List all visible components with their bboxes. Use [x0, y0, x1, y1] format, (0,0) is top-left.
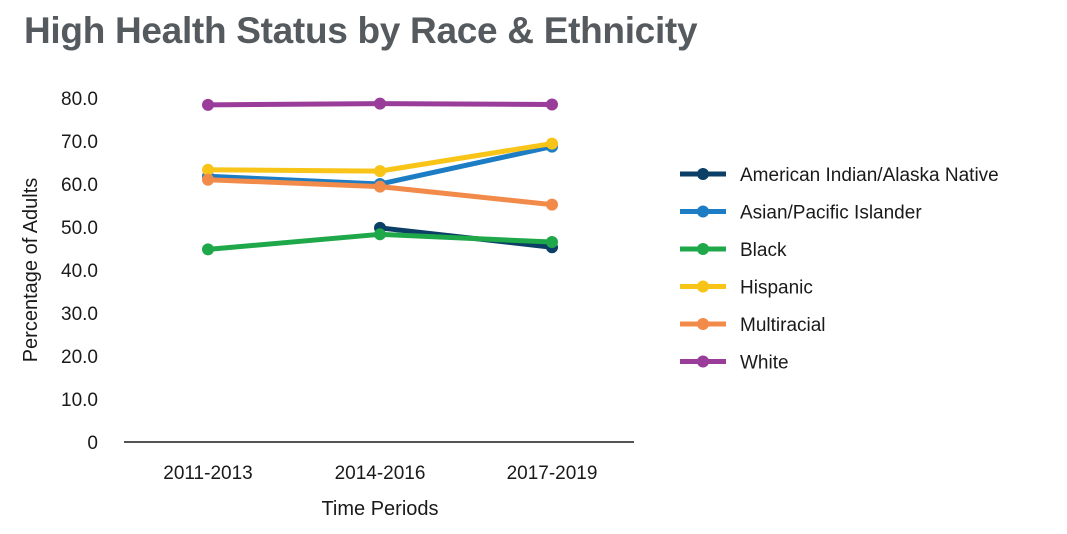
legend-label: American Indian/Alaska Native [740, 165, 999, 186]
x-axis-title: Time Periods [321, 498, 438, 520]
x-tick-label: 2017-2019 [507, 463, 598, 484]
legend-marker [697, 355, 709, 368]
series-line [202, 228, 558, 256]
data-point [202, 243, 214, 256]
data-point [202, 163, 214, 176]
legend-item: Multiracial [680, 315, 826, 336]
x-axis-ticks: 2011-2013 2014-2016 2017-2019 [163, 463, 597, 484]
x-tick-label: 2011-2013 [163, 463, 252, 484]
data-point [374, 180, 386, 193]
legend-marker [697, 243, 709, 255]
y-axis-title: Percentage of Adults [20, 178, 42, 363]
data-point [374, 228, 386, 241]
legend-item: White [680, 353, 789, 374]
series-line [202, 137, 558, 178]
data-point [546, 236, 558, 249]
y-tick-label: 40.0 [61, 261, 98, 282]
legend-label: Asian/Pacific Islander [740, 203, 922, 224]
y-tick-label: 60.0 [61, 175, 98, 196]
legend-marker [697, 168, 709, 180]
y-tick-label: 80.0 [61, 89, 98, 110]
y-tick-label: 50.0 [61, 218, 98, 239]
y-tick-label: 70.0 [61, 132, 98, 153]
legend-item: American Indian/Alaska Native [680, 165, 999, 186]
legend-item: Hispanic [680, 278, 813, 299]
legend-marker [697, 205, 709, 218]
legend-label: Multiracial [740, 315, 826, 336]
series-line [202, 173, 558, 211]
legend-item: Black [680, 240, 787, 261]
chart-title: High Health Status by Race & Ethnicity [24, 10, 698, 51]
data-point [202, 98, 214, 111]
y-tick-label: 10.0 [61, 390, 98, 411]
legend: American Indian/Alaska Native Asian/Pacif… [680, 165, 999, 374]
legend-item: Asian/Pacific Islander [680, 203, 922, 224]
y-axis-ticks: 0 10.0 20.0 30.0 40.0 50.0 60.0 70.0 80.0 [61, 89, 98, 454]
y-tick-label: 20.0 [61, 347, 98, 368]
x-tick-label: 2014-2016 [335, 463, 426, 484]
legend-marker [697, 280, 709, 293]
data-point [374, 97, 386, 110]
data-point [202, 173, 214, 186]
legend-label: Hispanic [740, 278, 813, 299]
data-point [374, 165, 386, 178]
data-point [546, 198, 558, 211]
y-tick-label: 30.0 [61, 304, 98, 325]
series-lines [202, 97, 558, 256]
series-line [202, 97, 558, 111]
legend-marker [697, 318, 709, 330]
data-point [546, 137, 558, 150]
legend-label: Black [740, 240, 787, 261]
legend-label: White [740, 353, 789, 374]
y-tick-label: 0 [87, 433, 98, 454]
data-point [546, 98, 558, 111]
